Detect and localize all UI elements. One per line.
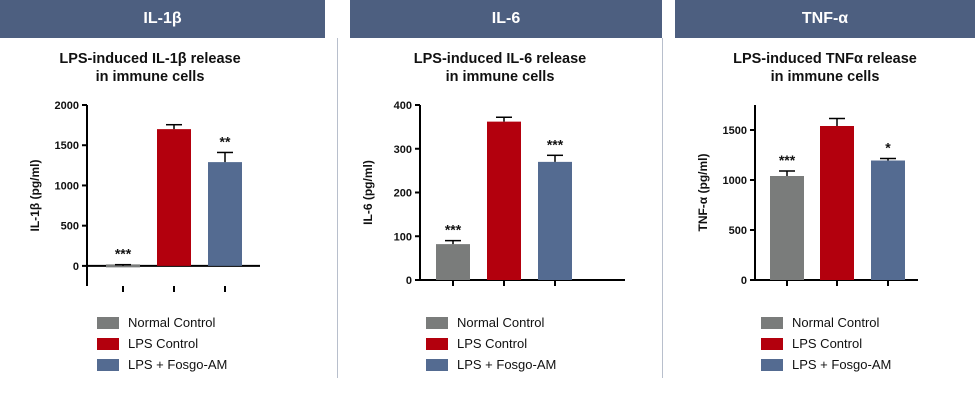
- legend-swatch-lps: [426, 337, 448, 350]
- y-tick-label: 1000: [723, 175, 747, 187]
- legend-item-normal-control: Normal Control: [761, 312, 891, 333]
- bar: [157, 129, 191, 266]
- chart-title: LPS-induced TNFα release in immune cells: [675, 50, 975, 86]
- significance-label: ***: [115, 246, 132, 262]
- chart-title-line-1: LPS-induced IL-6 release: [413, 51, 587, 67]
- y-tick-label: 200: [394, 188, 412, 200]
- chart-title-line-2: in immune cells: [770, 69, 880, 85]
- legend-item-fosgo: LPS + Fosgo-AM: [97, 354, 227, 375]
- legend-swatch-normal: [761, 316, 783, 329]
- legend-label: Normal Control: [792, 315, 880, 330]
- panel-il6: IL-6 LPS-induced IL-6 release in immune …: [350, 0, 662, 405]
- y-axis-label: IL-6 (pg/ml): [361, 160, 375, 225]
- significance-label: ***: [547, 136, 564, 152]
- significance-label: ***: [445, 222, 462, 238]
- legend-swatch-lps: [97, 337, 119, 350]
- legend: Normal Control LPS Control LPS + Fosgo-A…: [97, 312, 227, 375]
- bar: [487, 121, 521, 280]
- bar: [871, 160, 905, 280]
- y-tick-label: 400: [394, 100, 412, 112]
- legend-label: LPS + Fosgo-AM: [128, 357, 228, 372]
- legend-swatch-fosgo: [761, 358, 783, 371]
- y-tick-label: 500: [729, 225, 747, 237]
- legend-swatch-fosgo: [97, 358, 119, 371]
- chart-title-line-1: LPS-induced IL-1β release: [59, 51, 241, 67]
- legend-item-lps-control: LPS Control: [97, 333, 227, 354]
- panel-header-il6: IL-6: [350, 0, 662, 38]
- significance-label: ***: [779, 152, 796, 168]
- legend: Normal Control LPS Control LPS + Fosgo-A…: [761, 312, 891, 375]
- y-axis-label: TNF-α (pg/ml): [696, 153, 710, 231]
- legend-item-normal-control: Normal Control: [97, 312, 227, 333]
- legend-swatch-lps: [761, 337, 783, 350]
- legend-item-lps-control: LPS Control: [426, 333, 556, 354]
- panel-divider: [662, 38, 663, 378]
- y-tick-label: 0: [73, 261, 79, 273]
- chart-title: LPS-induced IL-1β release in immune cell…: [0, 50, 300, 86]
- y-tick-label: 0: [406, 275, 412, 287]
- legend-swatch-normal: [97, 316, 119, 329]
- panel-header-label: IL-6: [491, 10, 521, 27]
- y-tick-label: 1500: [723, 125, 747, 137]
- panel-header-il1b: IL-1β: [0, 0, 325, 38]
- legend-label: LPS Control: [792, 336, 863, 351]
- legend-item-fosgo: LPS + Fosgo-AM: [426, 354, 556, 375]
- y-tick-label: 1500: [55, 140, 79, 152]
- bar: [770, 176, 804, 280]
- chart-title: LPS-induced IL-6 release in immune cells: [350, 50, 650, 86]
- y-tick-label: 2000: [55, 100, 79, 112]
- bar: [436, 244, 470, 280]
- y-tick-label: 300: [394, 144, 412, 156]
- legend-label: Normal Control: [128, 315, 216, 330]
- chart-title-line-2: in immune cells: [445, 69, 555, 85]
- legend-item-normal-control: Normal Control: [426, 312, 556, 333]
- bar: [208, 162, 242, 266]
- legend: Normal Control LPS Control LPS + Fosgo-A…: [426, 312, 556, 375]
- legend-swatch-normal: [426, 316, 448, 329]
- panel-il1b: IL-1β LPS-induced IL-1β release in immun…: [0, 0, 337, 405]
- panel-header-label: IL-1β: [143, 10, 182, 27]
- panel-divider: [337, 38, 338, 378]
- y-tick-label: 500: [61, 221, 79, 233]
- bar: [820, 126, 854, 280]
- legend-label: Normal Control: [457, 315, 545, 330]
- panel-tnfa: TNF-α LPS-induced TNFα release in immune…: [675, 0, 975, 405]
- legend-label: LPS + Fosgo-AM: [457, 357, 557, 372]
- bar: [538, 161, 572, 280]
- y-axis-label: IL-1β (pg/ml): [28, 160, 42, 232]
- legend-label: LPS Control: [457, 336, 528, 351]
- significance-label: *: [885, 140, 891, 156]
- legend-label: LPS + Fosgo-AM: [792, 357, 892, 372]
- legend-item-lps-control: LPS Control: [761, 333, 891, 354]
- y-tick-label: 100: [394, 231, 412, 243]
- bar-chart-il6: 0 100 200 300 400 IL-6 (pg/ml) *** ***: [361, 100, 625, 287]
- panel-header-label: TNF-α: [801, 10, 849, 27]
- panel-header-tnfa: TNF-α: [675, 0, 975, 38]
- significance-label: **: [220, 133, 231, 149]
- legend-label: LPS Control: [128, 336, 199, 351]
- y-tick-label: 1000: [55, 180, 79, 192]
- legend-item-fosgo: LPS + Fosgo-AM: [761, 354, 891, 375]
- legend-swatch-fosgo: [426, 358, 448, 371]
- chart-title-line-2: in immune cells: [95, 69, 205, 85]
- chart-title-line-1: LPS-induced TNFα release: [733, 51, 917, 67]
- y-tick-label: 0: [741, 275, 747, 287]
